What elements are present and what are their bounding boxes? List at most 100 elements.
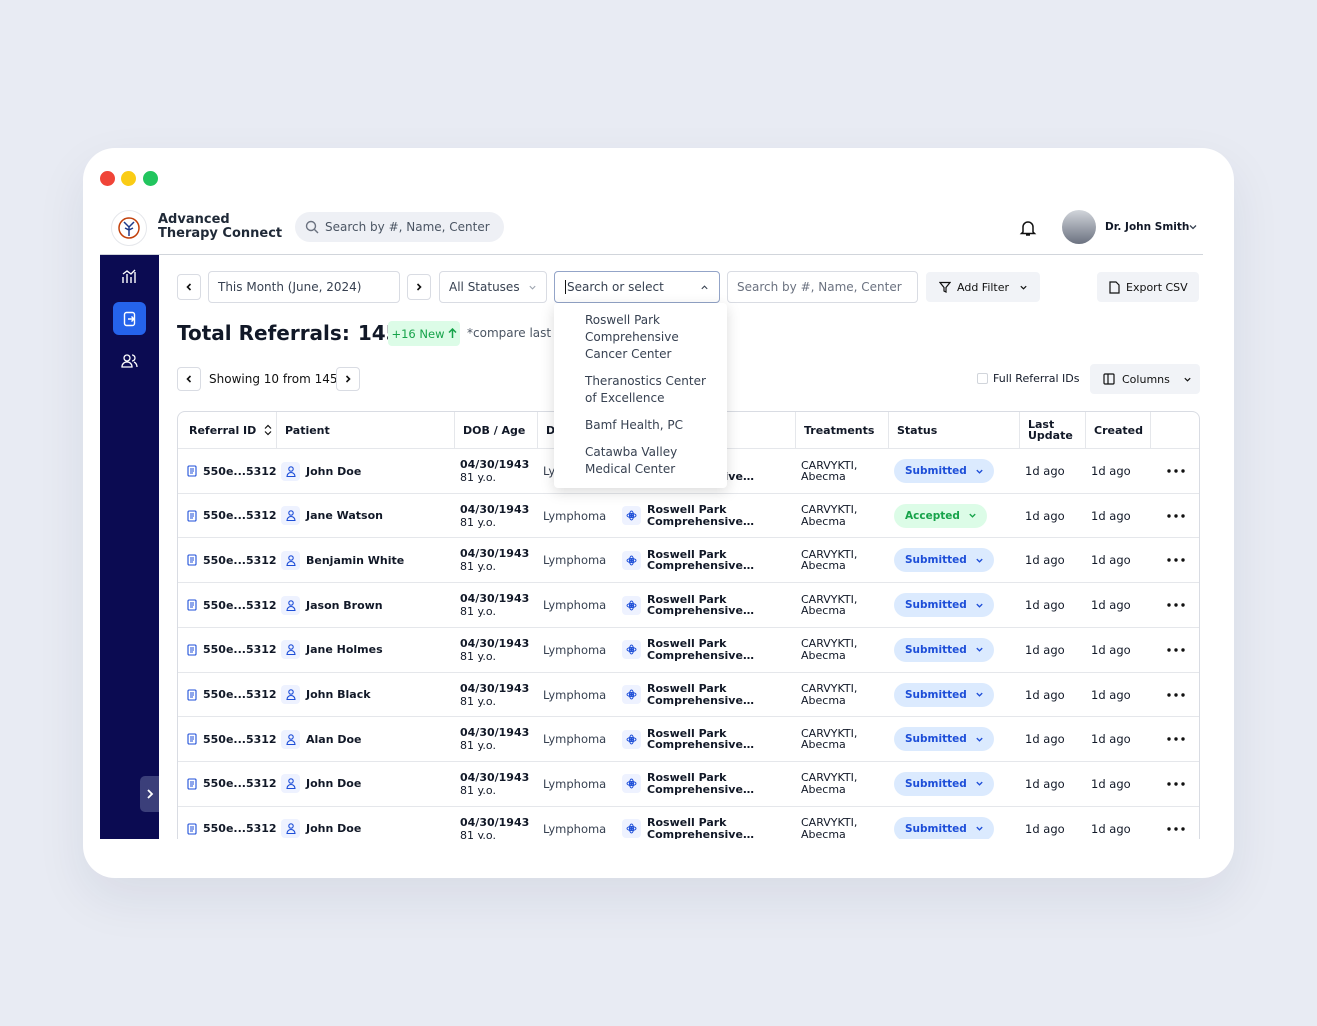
- table-row[interactable]: 550e...5312 Jane Watson 04/30/1943 81 y.o. L…: [178, 492, 1199, 538]
- status-pill[interactable]: Submitted: [894, 816, 994, 839]
- status-filter-label: All Statuses: [449, 280, 520, 294]
- referral-id[interactable]: 550e...5312: [203, 732, 277, 746]
- row-actions[interactable]: [1166, 826, 1185, 831]
- minimize-dot[interactable]: [121, 171, 136, 186]
- notifications[interactable]: [1018, 218, 1038, 238]
- patient-name[interactable]: John Doe: [306, 822, 362, 836]
- close-dot[interactable]: [100, 171, 115, 186]
- period-select[interactable]: This Month (June, 2024): [208, 271, 400, 303]
- status-pill[interactable]: Submitted: [894, 459, 994, 483]
- referral-id[interactable]: 550e...5312: [203, 643, 277, 657]
- table-row[interactable]: 550e...5312 Benjamin White 04/30/1943 81 y.…: [178, 537, 1199, 582]
- cell: 04/30/1943 81 y.o.: [455, 762, 538, 806]
- table-row[interactable]: 550e...5312 John Black 04/30/1943 81 y.o. Ly…: [178, 671, 1199, 717]
- patient-name[interactable]: Benjamin White: [306, 553, 405, 567]
- search-input[interactable]: Search by #, Name, Center: [727, 271, 918, 303]
- center-name: Roswell Park Comprehensive Cancer Center: [647, 548, 743, 572]
- dropdown-option[interactable]: Theranostics Center of Excellence: [585, 374, 706, 405]
- cell: Jason Brown: [277, 583, 455, 627]
- dropdown-option[interactable]: Catawba Valley Medical Center: [585, 445, 678, 476]
- referral-id[interactable]: 550e...5312: [203, 553, 277, 567]
- referral-id[interactable]: 550e...5312: [203, 822, 277, 836]
- table-row[interactable]: 550e...5312 Jane Holmes 04/30/1943 81 y.o. L…: [178, 626, 1199, 672]
- row-actions[interactable]: [1166, 782, 1185, 786]
- patient-name[interactable]: Alan Doe: [306, 732, 362, 746]
- row-actions[interactable]: [1166, 648, 1185, 652]
- full-ids-label[interactable]: Full Referral IDs: [993, 372, 1080, 385]
- nav-patients[interactable]: [121, 353, 138, 369]
- referral-id[interactable]: 550e...5312: [203, 777, 277, 791]
- user-name[interactable]: Dr. John Smith: [1105, 221, 1190, 233]
- status-pill[interactable]: Submitted: [894, 637, 994, 662]
- age: 81 y.o.: [460, 783, 496, 797]
- patient-name[interactable]: Jane Holmes: [306, 643, 383, 657]
- export-csv[interactable]: Export CSV: [1097, 272, 1199, 302]
- referral-id[interactable]: 550e...5312: [203, 688, 277, 701]
- referral-id[interactable]: 550e...5312: [203, 598, 277, 612]
- cell: Roswell Park Comprehensive Cancer Center: [614, 538, 796, 582]
- prev-period[interactable]: [177, 274, 201, 300]
- nav-analytics[interactable]: [121, 268, 137, 284]
- row-actions[interactable]: [1166, 737, 1185, 741]
- cell: 1d ago: [1020, 628, 1086, 672]
- cell: Submitted: [889, 717, 1020, 761]
- cell: 1d ago: [1086, 807, 1151, 839]
- cell: Jane Watson: [277, 494, 455, 538]
- center-icon: [622, 506, 641, 526]
- columns-button[interactable]: Columns: [1090, 364, 1200, 394]
- status-filter[interactable]: All Statuses: [439, 271, 547, 303]
- dropdown-option[interactable]: Roswell Park Comprehensive Cancer Center: [585, 313, 679, 361]
- status-pill[interactable]: Submitted: [894, 593, 994, 618]
- row-actions[interactable]: [1166, 513, 1185, 518]
- next-page[interactable]: [336, 367, 360, 391]
- patient-name[interactable]: John Doe: [306, 777, 362, 791]
- status-pill[interactable]: Submitted: [894, 548, 994, 573]
- patient-icon: [281, 461, 300, 481]
- table-row[interactable]: 550e...5312 Alan Doe 04/30/1943 81 y.o. Lymp…: [178, 716, 1199, 761]
- row-actions[interactable]: [1166, 603, 1185, 607]
- row-actions[interactable]: [1166, 469, 1185, 473]
- cell: Benjamin White: [277, 538, 455, 582]
- status-pill[interactable]: Submitted: [894, 727, 994, 752]
- sidebar-expand[interactable]: [140, 776, 159, 812]
- prev-page[interactable]: [177, 367, 201, 391]
- global-search[interactable]: Search by #, Name, Center: [295, 212, 504, 242]
- dropdown-option[interactable]: Bamf Health, PC: [585, 418, 683, 432]
- status-label: Submitted: [905, 643, 967, 656]
- avatar[interactable]: [1062, 210, 1096, 244]
- last-update: 1d ago: [1025, 821, 1065, 836]
- cell: [1151, 449, 1199, 493]
- patient-name[interactable]: Jason Brown: [306, 598, 383, 612]
- user-menu-chevron[interactable]: [1188, 222, 1198, 232]
- status-pill[interactable]: Accepted: [894, 503, 987, 528]
- cell: 550e...5312: [178, 717, 277, 761]
- patient-icon: [281, 595, 300, 615]
- table-row[interactable]: 550e...5312 Jason Brown 04/30/1943 81 y.o. L…: [178, 582, 1199, 627]
- row-actions[interactable]: [1166, 692, 1185, 697]
- cell: CARVYKTI, Abecma: [796, 494, 889, 538]
- referral-id[interactable]: 550e...5312: [203, 509, 277, 523]
- patient-name[interactable]: John Black: [306, 688, 371, 701]
- center-search[interactable]: Search or select: [554, 271, 720, 303]
- sort-icon[interactable]: [263, 424, 273, 436]
- add-filter[interactable]: Add Filter: [926, 272, 1040, 302]
- referral-id[interactable]: 550e...5312: [203, 464, 277, 478]
- nav-referrals-active[interactable]: [113, 302, 146, 335]
- full-ids-checkbox[interactable]: [977, 373, 988, 384]
- status-pill[interactable]: Submitted: [894, 771, 994, 796]
- cell: [1151, 628, 1199, 672]
- next-period[interactable]: [407, 274, 431, 300]
- cell: [1151, 583, 1199, 627]
- patient-name[interactable]: Jane Watson: [306, 509, 383, 523]
- status-chevron: [976, 737, 983, 742]
- status-label: Submitted: [905, 777, 967, 790]
- cell: 1d ago: [1086, 762, 1151, 806]
- row-actions[interactable]: [1166, 558, 1185, 563]
- status-pill[interactable]: Submitted: [894, 682, 994, 707]
- patient-icon: [281, 550, 300, 570]
- patient-name[interactable]: John Doe: [306, 464, 362, 478]
- maximize-dot[interactable]: [143, 171, 158, 186]
- last-update: 1d ago: [1025, 464, 1065, 478]
